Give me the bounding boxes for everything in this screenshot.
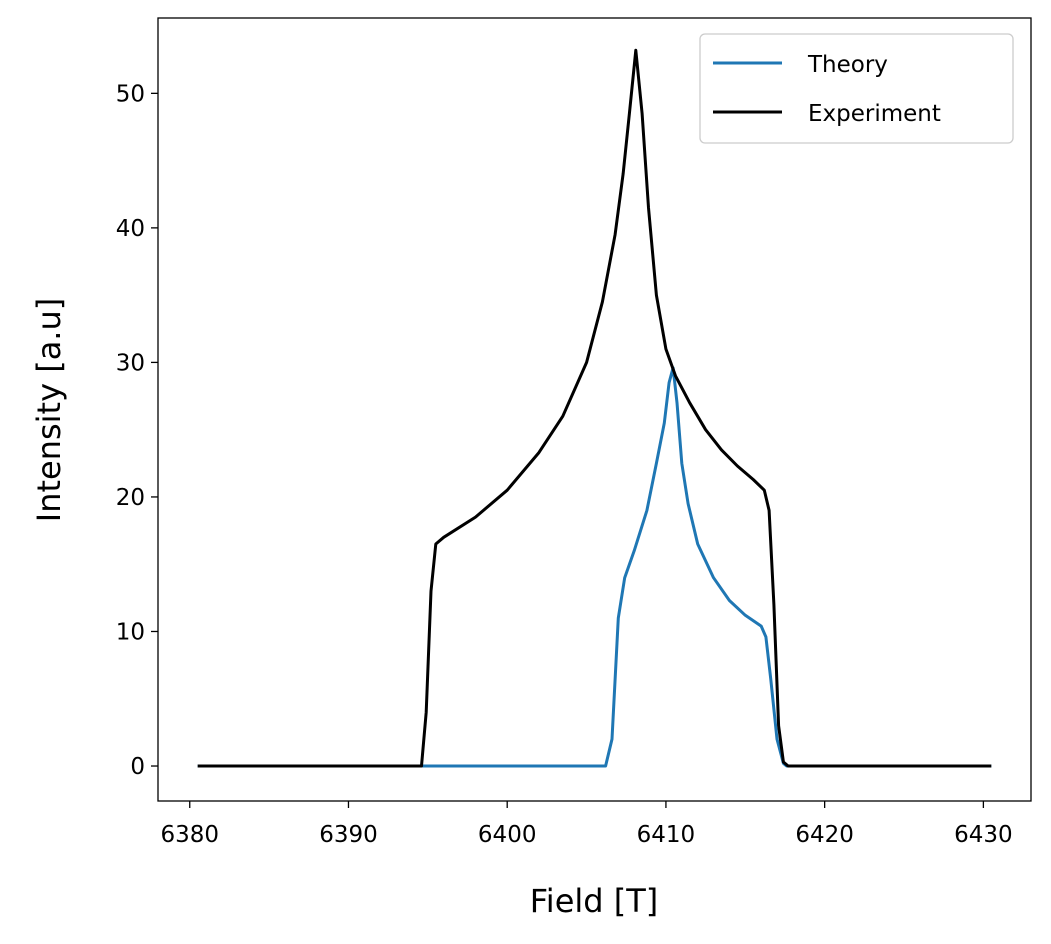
x-tick-label: 6420 (795, 822, 854, 848)
x-axis-ticks: 6380 6390 6400 6410 6420 6430 (160, 801, 1013, 848)
y-tick-label: 0 (130, 754, 145, 780)
x-tick-label: 6400 (478, 822, 537, 848)
legend-label: Experiment (808, 101, 941, 127)
x-tick-label: 6430 (954, 822, 1013, 848)
x-tick-label: 6380 (160, 822, 219, 848)
legend-label: Theory (807, 52, 888, 78)
y-axis-label: Intensity [a.u] (30, 298, 68, 522)
y-tick-label: 10 (116, 619, 145, 645)
x-tick-label: 6410 (637, 822, 696, 848)
y-tick-label: 40 (116, 216, 145, 242)
series-line-theory (197, 366, 992, 768)
legend: Theory Experiment (699, 33, 1014, 144)
y-axis-ticks: 0 10 20 30 40 50 (116, 81, 158, 780)
y-tick-label: 50 (116, 81, 145, 107)
y-tick-label: 20 (116, 485, 145, 511)
plot-frame (157, 17, 1032, 802)
series-line-experiment (197, 48, 992, 768)
y-tick-label: 30 (116, 350, 145, 376)
x-axis-label: Field [T] (530, 882, 659, 920)
x-tick-label: 6390 (319, 822, 378, 848)
legend-box (699, 33, 1014, 144)
series-lines (197, 48, 992, 768)
